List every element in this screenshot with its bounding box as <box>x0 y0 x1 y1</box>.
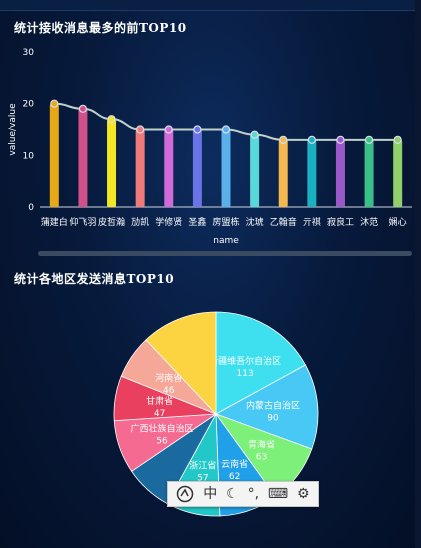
x-tick-label: 劢凯 <box>131 216 149 228</box>
bar <box>393 139 403 207</box>
x-tick-label: 蒲建白 <box>41 216 68 228</box>
settings-gear-icon[interactable]: ⚙ <box>296 486 310 502</box>
slice-value: 113 <box>237 369 254 379</box>
x-tick-label: 寂良工 <box>327 216 354 228</box>
x-tick-label: 皮哲瀚 <box>98 216 125 228</box>
pie-slice <box>120 339 217 415</box>
slice-label: 浙江省 <box>189 460 216 472</box>
slice-value: 90 <box>267 414 279 424</box>
bar <box>192 129 202 207</box>
x-tick-label: 亓祺 <box>303 216 321 228</box>
punctuation-icon[interactable]: °, <box>247 486 260 502</box>
bar <box>164 129 174 207</box>
y-tick-label: 10 <box>23 151 35 161</box>
line-point <box>393 135 402 144</box>
slice-value: 56 <box>156 437 168 447</box>
x-tick-label: 仰飞羽 <box>69 216 96 228</box>
slice-label: 甘肃省 <box>146 395 173 407</box>
bar <box>135 129 145 207</box>
pie-slice <box>113 413 218 472</box>
send-chart-title: 统计各地区发送消息TOP10 <box>14 272 175 286</box>
y-tick-label: 30 <box>23 48 35 58</box>
x-tick-label: 圣鑫 <box>188 216 206 228</box>
slice-label: 青海省 <box>248 438 275 450</box>
line-point <box>136 125 145 134</box>
slice-value: 46 <box>163 386 175 396</box>
pie-slice <box>215 364 319 450</box>
x-tick-label: 沐范 <box>360 216 378 228</box>
x-tick-label: 房盟栋 <box>212 216 239 228</box>
x-tick-label: 娴心 <box>389 216 407 228</box>
pie-slice <box>113 375 217 422</box>
line-point <box>250 130 259 139</box>
line-point <box>221 125 231 134</box>
keyboard-icon[interactable]: ⌨ <box>267 486 289 502</box>
x-tick-label: 乙翰音 <box>270 216 297 228</box>
bar <box>335 139 345 207</box>
bar <box>221 129 231 207</box>
line-point <box>364 135 374 144</box>
slice-label: 内蒙古自治区 <box>246 400 300 412</box>
bar <box>250 134 260 207</box>
slice-label: 河南省 <box>155 372 182 384</box>
bar <box>107 119 117 207</box>
ime-logo-icon[interactable] <box>176 485 194 503</box>
slice-label: 云南省 <box>221 458 248 470</box>
y-tick-label: 20 <box>23 100 35 110</box>
top-bar <box>0 0 421 11</box>
receive-chart-title: 统计接收消息最多的前TOP10 <box>14 21 187 35</box>
moon-icon[interactable]: ☾ <box>226 486 239 502</box>
receive-bar-chart: 0 10 20 30 value/value 蒲建白 仰飞羽 皮哲瀚 劢凯 学修贤 圣鑫 房盟栋 沈琥乙… <box>8 48 412 256</box>
slice-value: 63 <box>256 452 267 462</box>
bar <box>49 103 59 207</box>
y-tick-label: 0 <box>28 203 34 213</box>
bar <box>78 108 88 207</box>
line-point <box>279 135 288 144</box>
ime-toolbar: 中 ☾ °, ⌨ ⚙ <box>167 481 319 507</box>
bar <box>364 139 374 207</box>
line-point <box>50 99 59 108</box>
pie-slice <box>215 311 306 415</box>
line-point <box>78 104 88 113</box>
chinese-mode-button[interactable]: 中 <box>203 486 218 502</box>
x-axis-label: name <box>213 236 239 246</box>
bar <box>278 139 288 207</box>
bar <box>307 139 317 207</box>
x-tick-label: 沈琥 <box>246 216 264 228</box>
pie-slice <box>145 311 217 416</box>
slice-value: 47 <box>154 409 165 419</box>
zoom-slider <box>38 251 412 256</box>
line-point <box>164 125 173 134</box>
line-point <box>193 125 202 134</box>
slice-label: 广西壮族自治区 <box>130 423 193 435</box>
line-point <box>107 115 116 124</box>
scroll-track[interactable] <box>415 0 421 548</box>
slice-label: 新疆维吾尔自治区 <box>209 355 281 367</box>
x-tick-label: 学修贤 <box>155 216 182 228</box>
line-point <box>336 135 345 144</box>
line-point <box>307 135 316 144</box>
y-axis-label: value/value <box>8 103 18 156</box>
